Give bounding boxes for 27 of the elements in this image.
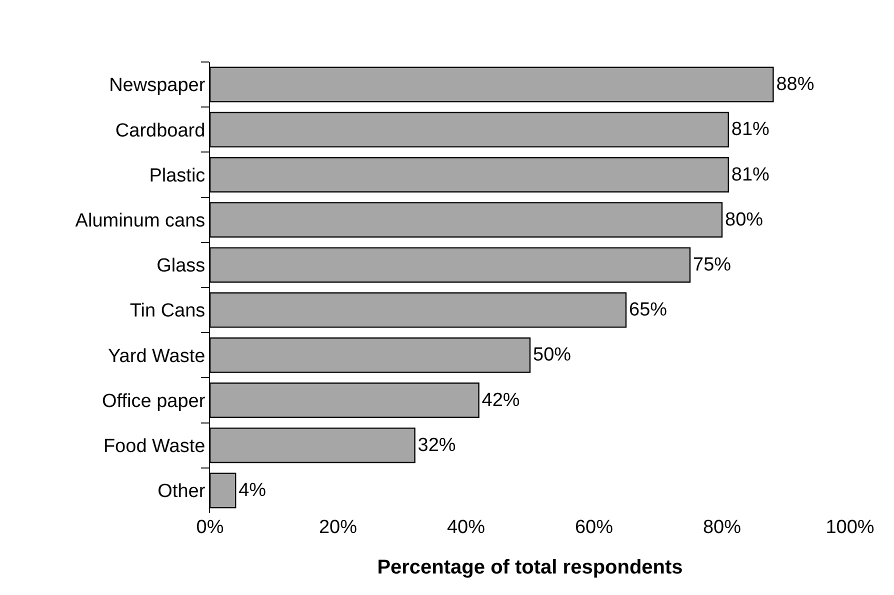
x-axis-title: Percentage of total respondents xyxy=(377,556,683,578)
y-tick-label: Office paper xyxy=(102,390,206,412)
data-label: 4% xyxy=(238,480,266,501)
data-label: 75% xyxy=(693,254,732,276)
data-label: 88% xyxy=(776,74,814,96)
y-tick-label: Cardboard xyxy=(115,120,206,142)
y-tick-label: Tin Cans xyxy=(130,300,206,322)
x-tick-label: 60% xyxy=(574,517,614,538)
y-tick-label: Other xyxy=(158,481,206,502)
data-label: 32% xyxy=(418,434,456,456)
data-label: 81% xyxy=(731,164,770,186)
y-tick-label: Plastic xyxy=(149,165,206,186)
data-label: 50% xyxy=(533,344,572,366)
y-tick-label: Glass xyxy=(156,256,206,277)
x-tick-label: 20% xyxy=(318,517,358,538)
y-tick-label: Yard Waste xyxy=(108,346,206,367)
data-label: 81% xyxy=(731,119,770,140)
y-tick-label: Aluminum cans xyxy=(75,210,206,232)
x-tick-label: 100% xyxy=(826,517,874,538)
x-tick-label: 0% xyxy=(196,517,224,538)
y-tick-label: Newspaper xyxy=(109,75,206,96)
y-tick-label: Food Waste xyxy=(103,436,206,457)
data-label: 42% xyxy=(482,390,520,411)
x-tick-label: 40% xyxy=(446,517,486,538)
data-label: 65% xyxy=(629,300,668,321)
data-label: 80% xyxy=(725,209,764,230)
x-tick-label: 80% xyxy=(702,517,742,538)
